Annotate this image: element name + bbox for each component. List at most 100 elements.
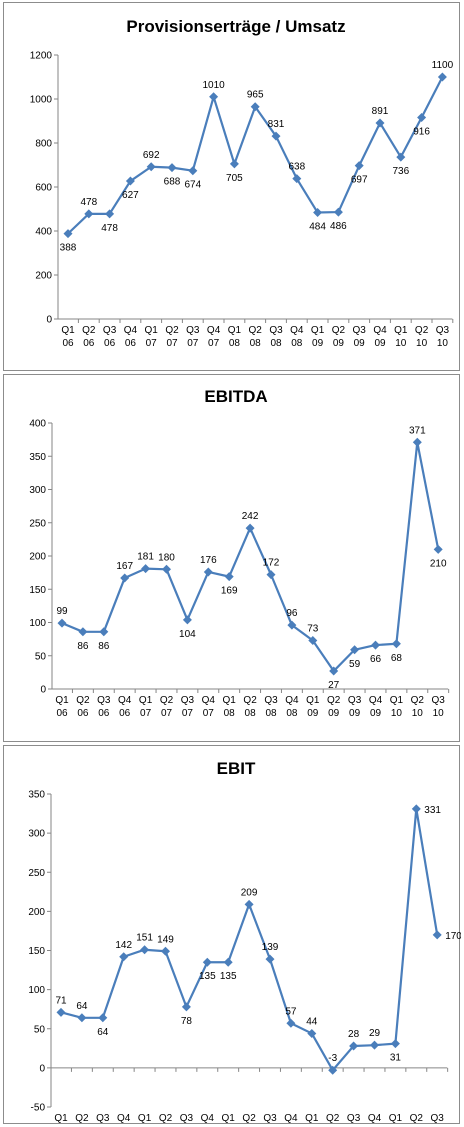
y-tick-label: 0 <box>40 685 46 696</box>
y-tick-label: 50 <box>34 1024 46 1035</box>
data-label: 478 <box>80 197 97 208</box>
data-label: 388 <box>60 243 77 254</box>
data-label: 209 <box>241 887 258 898</box>
data-label: 142 <box>115 940 132 951</box>
data-point-marker <box>56 1007 66 1017</box>
data-label: 697 <box>351 175 368 186</box>
data-label: 210 <box>430 558 447 569</box>
data-point-marker <box>209 92 219 102</box>
data-label: 1100 <box>432 60 454 71</box>
data-point-marker <box>411 804 421 814</box>
data-label: 688 <box>164 177 181 188</box>
data-point-marker <box>412 437 422 447</box>
y-tick-label: 600 <box>35 183 52 194</box>
data-point-marker <box>266 570 276 580</box>
y-tick-label: 0 <box>39 1063 45 1074</box>
data-label: 627 <box>122 190 139 201</box>
data-label: 78 <box>181 1016 193 1027</box>
data-point-marker <box>78 627 88 637</box>
data-point-marker <box>63 229 73 239</box>
data-point-marker <box>354 161 364 171</box>
data-point-marker <box>328 1065 338 1075</box>
data-label: 638 <box>288 162 305 173</box>
data-point-marker <box>77 1013 87 1023</box>
data-point-marker <box>84 209 94 219</box>
data-label: 149 <box>157 934 174 945</box>
data-point-marker <box>292 174 302 184</box>
data-label: 151 <box>136 933 153 944</box>
data-label: 169 <box>221 586 238 597</box>
data-label: 104 <box>179 629 196 640</box>
data-point-marker <box>313 208 323 218</box>
data-label: 736 <box>392 166 409 177</box>
data-point-marker <box>244 899 254 909</box>
data-label: 57 <box>285 1006 297 1017</box>
data-point-marker <box>57 618 67 628</box>
y-tick-label: 400 <box>35 227 52 238</box>
data-point-marker <box>203 567 213 577</box>
data-point-marker <box>99 627 109 637</box>
data-label: 29 <box>369 1028 381 1039</box>
y-tick-label: 200 <box>35 271 52 282</box>
y-tick-label: 800 <box>35 139 52 150</box>
data-label: 1010 <box>202 80 225 91</box>
data-label: 44 <box>306 1016 318 1027</box>
chart-title: EBITDA <box>204 387 267 406</box>
data-point-marker <box>375 118 385 128</box>
data-label: 831 <box>268 119 285 130</box>
chart-title: Provisionserträge / Umsatz <box>126 17 345 36</box>
data-point-marker <box>245 523 255 533</box>
data-label: 27 <box>328 680 340 691</box>
data-point-marker <box>141 564 151 574</box>
data-point-marker <box>329 666 339 676</box>
data-point-marker <box>286 1018 296 1028</box>
data-label: -3 <box>328 1053 337 1064</box>
data-label: 64 <box>97 1027 109 1038</box>
data-label: 486 <box>330 221 347 232</box>
data-point-marker <box>140 945 150 955</box>
y-tick-label: 350 <box>28 790 45 801</box>
data-point-marker <box>202 957 212 967</box>
chart-panel-provisionsertraege: Provisionserträge / Umsatz 0 200 400 600 800… <box>3 2 460 371</box>
data-label: 484 <box>309 222 326 233</box>
data-point-marker <box>271 131 281 141</box>
data-point-marker <box>182 615 192 625</box>
data-label: 135 <box>199 971 216 982</box>
data-label: 172 <box>263 558 280 569</box>
data-label: 331 <box>424 805 441 816</box>
data-point-marker <box>188 166 198 176</box>
data-label: 692 <box>143 150 160 161</box>
y-tick-label: 300 <box>28 829 45 840</box>
data-label: 86 <box>98 641 110 652</box>
data-point-marker <box>391 639 401 649</box>
data-point-marker <box>181 1002 191 1012</box>
data-label: 181 <box>137 552 154 563</box>
data-label: 674 <box>184 180 201 191</box>
data-label: 96 <box>286 608 298 619</box>
data-label: 180 <box>158 552 175 563</box>
data-point-marker <box>229 159 239 169</box>
